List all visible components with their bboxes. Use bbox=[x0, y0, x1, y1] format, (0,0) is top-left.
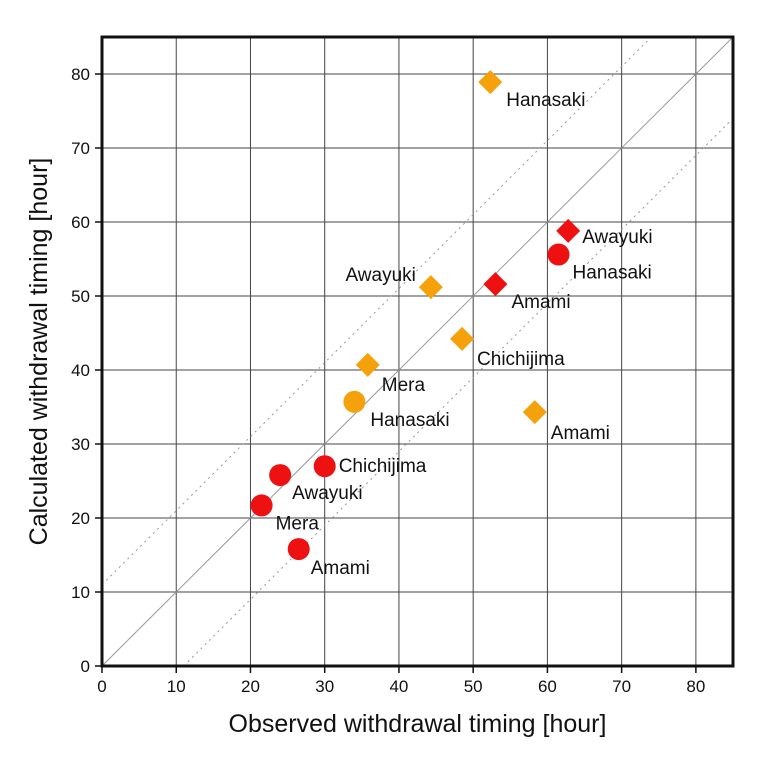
x-tick-label: 70 bbox=[612, 677, 631, 696]
point-label: Amami bbox=[311, 558, 370, 579]
y-tick-label: 0 bbox=[81, 657, 90, 676]
data-point-circle bbox=[269, 464, 292, 487]
data-point-circle bbox=[287, 538, 310, 561]
x-tick-label: 60 bbox=[538, 677, 557, 696]
data-point-diamond bbox=[522, 400, 547, 425]
x-tick-label: 30 bbox=[315, 677, 334, 696]
x-tick-label: 40 bbox=[389, 677, 408, 696]
data-point-diamond bbox=[483, 272, 508, 297]
axis-ticks: 0 10 20 30 40 50 60 70 80 0 10 20 30 40 50 60 70 80 bbox=[71, 65, 705, 696]
point-label: Chichijima bbox=[477, 349, 565, 370]
point-label: Amami bbox=[511, 292, 570, 313]
x-tick-label: 10 bbox=[167, 677, 186, 696]
point-label: Awayuki bbox=[292, 483, 362, 504]
point-label: Hanasaki bbox=[506, 90, 585, 111]
y-tick-label: 70 bbox=[71, 139, 90, 158]
x-tick-label: 80 bbox=[686, 677, 705, 696]
data-point-diamond bbox=[478, 70, 503, 95]
data-point-diamond bbox=[450, 326, 475, 351]
data-point-circle bbox=[547, 243, 570, 266]
y-tick-label: 50 bbox=[71, 287, 90, 306]
y-tick-label: 20 bbox=[71, 509, 90, 528]
data-point-circle bbox=[250, 494, 273, 517]
x-tick-label: 50 bbox=[464, 677, 483, 696]
one-to-one-line bbox=[101, 36, 734, 667]
data-point-circle bbox=[343, 390, 366, 413]
y-tick-label: 80 bbox=[71, 65, 90, 84]
data-points bbox=[250, 70, 581, 561]
y-tick-label: 60 bbox=[71, 213, 90, 232]
point-label: Hanasaki bbox=[370, 410, 449, 431]
x-axis-title: Observed withdrawal timing [hour] bbox=[229, 710, 607, 738]
y-tick-label: 40 bbox=[71, 361, 90, 380]
reference-lines bbox=[101, 36, 734, 667]
data-point-circle bbox=[313, 455, 336, 478]
plot-frame bbox=[100, 35, 735, 668]
point-label: Mera bbox=[382, 375, 426, 396]
point-label: Awayuki bbox=[582, 227, 652, 248]
y-axis-title: Calculated withdrawal timing [hour] bbox=[25, 158, 53, 546]
point-label: Chichijima bbox=[339, 456, 427, 477]
y-tick-label: 10 bbox=[71, 583, 90, 602]
point-label: Awayuki bbox=[345, 265, 415, 286]
x-tick-label: 0 bbox=[97, 677, 106, 696]
data-point-diamond bbox=[418, 275, 443, 300]
point-labels: MeraAwayukiChichijimaAmamiHanasakiAwayuk… bbox=[276, 90, 653, 579]
point-label: Amami bbox=[551, 423, 610, 444]
point-label: Mera bbox=[276, 513, 320, 534]
y-tick-label: 30 bbox=[71, 435, 90, 454]
data-point-diamond bbox=[355, 352, 380, 377]
data-point-diamond bbox=[556, 218, 581, 243]
point-label: Hanasaki bbox=[573, 263, 652, 284]
x-tick-label: 20 bbox=[241, 677, 260, 696]
